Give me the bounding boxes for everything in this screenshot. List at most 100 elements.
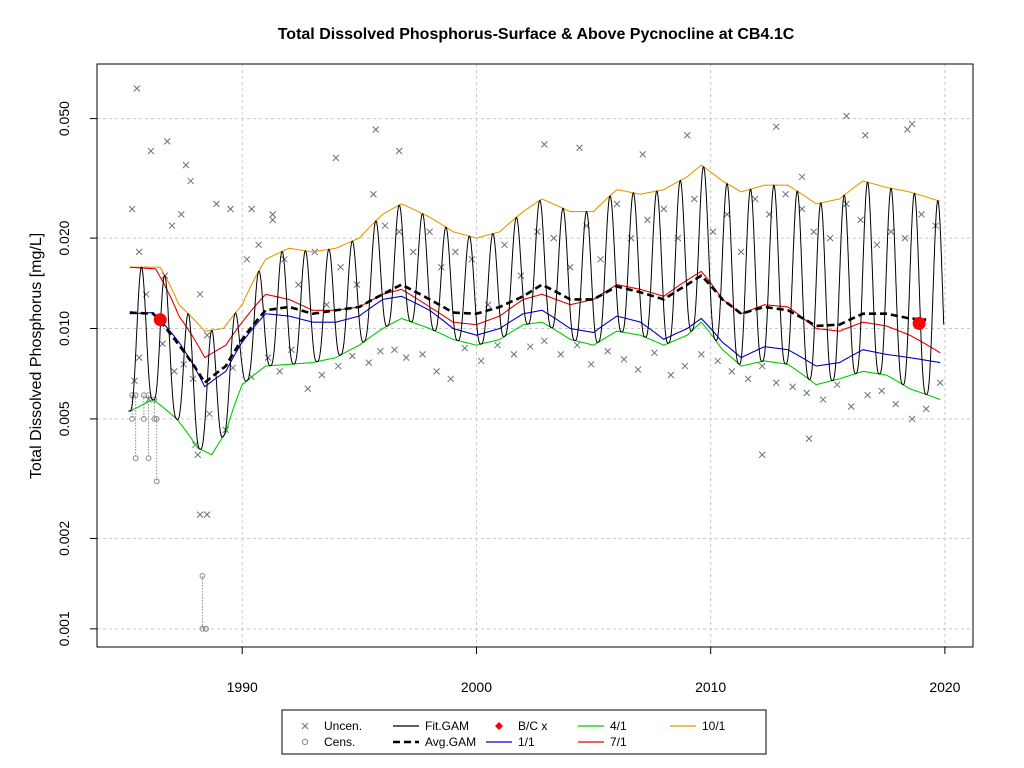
legend-label: Avg.GAM (425, 735, 476, 749)
uncensored-point-stroke (526, 343, 534, 351)
uncensored-point (163, 137, 171, 145)
uncensored-point-stroke (644, 216, 651, 224)
uncensored-point-stroke (334, 362, 342, 370)
uncensored-point-stroke (229, 364, 237, 372)
uncensored-point-stroke (433, 368, 440, 375)
uncensored-point (332, 154, 340, 162)
uncensored-point (426, 228, 433, 236)
legend-label: B/C x (518, 719, 547, 733)
uncensored-point (557, 351, 565, 358)
uncensored-point (843, 200, 850, 208)
uncensored-point (269, 210, 277, 218)
legend-item: 4/1 (578, 719, 627, 733)
uncensored-point-stroke (135, 248, 143, 256)
uncensored-point (264, 354, 272, 361)
uncensored-point (372, 126, 380, 133)
uncensored-point-stroke (135, 354, 143, 361)
censored-point-low (199, 625, 206, 632)
uncensored-point-stroke (758, 362, 766, 370)
uncensored-point-stroke (864, 391, 871, 399)
uncensored-point (843, 112, 850, 120)
legend-item: B/C x (495, 719, 547, 733)
uncensored-point-stroke (843, 200, 850, 208)
uncensored-point-stroke (690, 195, 698, 203)
uncensored-point-stroke (227, 205, 234, 213)
uncensored-point (203, 331, 211, 339)
uncensored-point (798, 205, 806, 213)
uncensored-point (248, 205, 255, 213)
uncensored-point (461, 344, 469, 352)
uncensored-point-stroke (206, 410, 213, 418)
uncensored-point (744, 375, 752, 383)
uncensored-point (613, 200, 621, 208)
uncensored-point (667, 371, 675, 379)
censored-point-high (129, 392, 136, 399)
uncensored-point-stroke (922, 405, 930, 413)
uncensored-point (409, 248, 417, 256)
uncensored-point (494, 341, 501, 349)
censored-point-low (129, 416, 136, 422)
uncensored-point-stroke (861, 131, 869, 139)
uncensored-point (873, 241, 881, 249)
uncensored-point (576, 144, 583, 152)
uncensored-point-stroke (597, 255, 604, 263)
uncensored-point-stroke (187, 177, 195, 185)
uncensored-point (135, 354, 143, 361)
uncensored-point-stroke (904, 126, 911, 133)
uncensored-point (370, 190, 377, 198)
uncensored-point (644, 216, 651, 224)
uncensored-point (517, 272, 525, 279)
uncensored-point-stroke (557, 351, 565, 358)
uncensored-point (276, 368, 284, 375)
uncensored-point-stroke (782, 190, 789, 198)
uncensored-point (304, 385, 312, 393)
uncensored-point-stroke (128, 205, 136, 213)
uncensored-point (194, 451, 202, 459)
uncensored-point-stroke (681, 362, 689, 370)
uncensored-point-stroke (461, 344, 469, 352)
uncensored-point (147, 147, 155, 155)
uncensored-point (477, 357, 485, 365)
uncensored-point-stroke (288, 346, 295, 354)
uncensored-point-stroke (269, 210, 277, 218)
uncensored-point-stroke (758, 451, 766, 459)
uncensored-point-stroke (573, 341, 581, 349)
uncensored-point (908, 120, 916, 128)
uncensored-point (135, 248, 143, 256)
uncensored-point (620, 355, 628, 363)
uncensored-point (887, 228, 895, 236)
uncensored-point (772, 123, 780, 131)
axes: 1990 2000 2010 2020 0.001 0.002 0.005 0.010 0.02… (56, 101, 961, 695)
uncensored-point-stroke (365, 359, 373, 366)
uncensored-point (587, 360, 595, 368)
x-tick-label: 2020 (929, 679, 960, 695)
uncensored-point (908, 415, 916, 423)
uncensored-point-stroke (541, 141, 548, 148)
uncensored-point (501, 241, 508, 249)
censored-point-low (145, 455, 152, 462)
uncensored-point (826, 234, 834, 242)
uncensored-point-stroke (533, 228, 541, 236)
uncensored-point (904, 126, 911, 133)
uncensored-point (789, 383, 797, 391)
legend-item: 7/1 (578, 735, 627, 749)
uncensored-point-stroke (873, 241, 881, 249)
uncensored-point-stroke (494, 341, 501, 349)
uncensored-point-stroke (587, 360, 595, 368)
uncensored-point (133, 85, 141, 92)
uncensored-point (447, 375, 455, 383)
uncensored-point (541, 337, 548, 345)
uncensored-point (318, 371, 326, 379)
censored-point-high (199, 573, 206, 579)
y-axis-label: Total Dissolved Phosphorus [mg/L] (28, 233, 45, 479)
uncensored-point (805, 435, 813, 442)
uncensored-point (918, 210, 925, 218)
uncensored-point-stroke (248, 205, 255, 213)
uncensored-point-stroke (887, 228, 895, 236)
series-lines (128, 164, 945, 456)
uncensored-point-stroke (477, 357, 485, 365)
uncensored-point-stroke (833, 381, 841, 389)
uncensored-point (510, 351, 518, 358)
uncensored-point (683, 131, 691, 139)
uncensored-point (128, 205, 136, 213)
